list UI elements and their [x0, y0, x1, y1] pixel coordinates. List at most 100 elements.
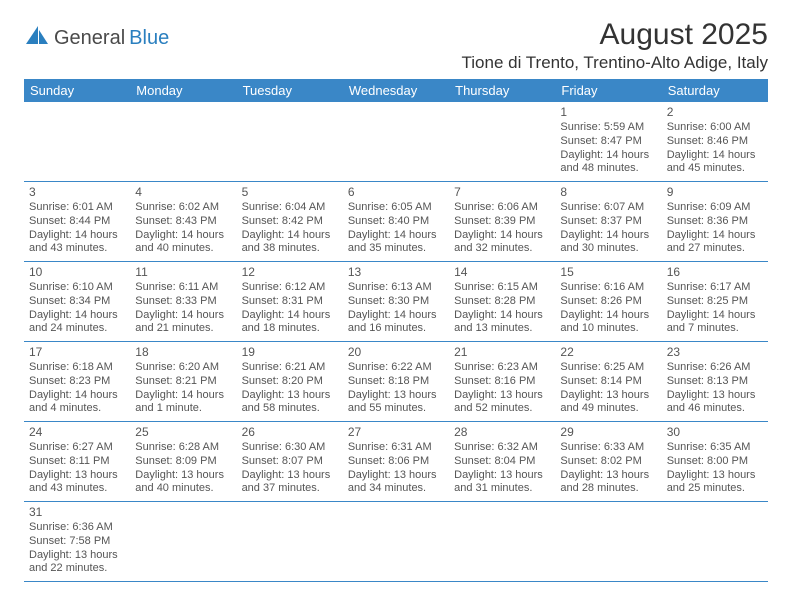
calendar-cell: 16Sunrise: 6:17 AMSunset: 8:25 PMDayligh… — [662, 262, 768, 342]
calendar-cell: 19Sunrise: 6:21 AMSunset: 8:20 PMDayligh… — [237, 342, 343, 422]
calendar-cell — [343, 102, 449, 182]
day-number: 10 — [29, 265, 125, 280]
day-number: 21 — [454, 345, 550, 360]
daylight-text: Daylight: 14 hours and 45 minutes. — [667, 149, 763, 177]
calendar-cell — [343, 502, 449, 582]
day-number: 6 — [348, 185, 444, 200]
calendar-cell — [237, 502, 343, 582]
day-header: Thursday — [449, 79, 555, 102]
sunset-text: Sunset: 8:18 PM — [348, 375, 444, 389]
sunset-text: Sunset: 8:21 PM — [135, 375, 231, 389]
sunrise-text: Sunrise: 6:10 AM — [29, 281, 125, 295]
daylight-text: Daylight: 13 hours and 49 minutes. — [560, 389, 656, 417]
sunset-text: Sunset: 8:11 PM — [29, 455, 125, 469]
sunrise-text: Sunrise: 6:12 AM — [242, 281, 338, 295]
daylight-text: Daylight: 13 hours and 52 minutes. — [454, 389, 550, 417]
day-number: 9 — [667, 185, 763, 200]
sunrise-text: Sunrise: 6:13 AM — [348, 281, 444, 295]
day-header: Friday — [555, 79, 661, 102]
sunrise-text: Sunrise: 6:18 AM — [29, 361, 125, 375]
daylight-text: Daylight: 13 hours and 43 minutes. — [29, 469, 125, 497]
sunrise-text: Sunrise: 6:05 AM — [348, 201, 444, 215]
day-number: 1 — [560, 105, 656, 120]
calendar-cell — [130, 502, 236, 582]
sunset-text: Sunset: 8:25 PM — [667, 295, 763, 309]
sunset-text: Sunset: 8:42 PM — [242, 215, 338, 229]
calendar-cell: 18Sunrise: 6:20 AMSunset: 8:21 PMDayligh… — [130, 342, 236, 422]
day-number: 27 — [348, 425, 444, 440]
sunset-text: Sunset: 8:33 PM — [135, 295, 231, 309]
calendar-head: SundayMondayTuesdayWednesdayThursdayFrid… — [24, 79, 768, 102]
calendar-cell: 29Sunrise: 6:33 AMSunset: 8:02 PMDayligh… — [555, 422, 661, 502]
daylight-text: Daylight: 14 hours and 24 minutes. — [29, 309, 125, 337]
day-number: 19 — [242, 345, 338, 360]
daylight-text: Daylight: 13 hours and 22 minutes. — [29, 549, 125, 577]
sunrise-text: Sunrise: 6:23 AM — [454, 361, 550, 375]
location: Tione di Trento, Trentino-Alto Adige, It… — [462, 53, 768, 73]
sunset-text: Sunset: 8:20 PM — [242, 375, 338, 389]
sunrise-text: Sunrise: 6:00 AM — [667, 121, 763, 135]
daylight-text: Daylight: 13 hours and 28 minutes. — [560, 469, 656, 497]
day-header: Tuesday — [237, 79, 343, 102]
logo-text-2: Blue — [129, 28, 169, 48]
sunrise-text: Sunrise: 6:22 AM — [348, 361, 444, 375]
daylight-text: Daylight: 13 hours and 37 minutes. — [242, 469, 338, 497]
daylight-text: Daylight: 14 hours and 27 minutes. — [667, 229, 763, 257]
calendar-cell: 15Sunrise: 6:16 AMSunset: 8:26 PMDayligh… — [555, 262, 661, 342]
day-number: 26 — [242, 425, 338, 440]
sunset-text: Sunset: 8:39 PM — [454, 215, 550, 229]
calendar-cell — [449, 502, 555, 582]
calendar-cell: 5Sunrise: 6:04 AMSunset: 8:42 PMDaylight… — [237, 182, 343, 262]
day-number: 24 — [29, 425, 125, 440]
sunset-text: Sunset: 8:47 PM — [560, 135, 656, 149]
sunset-text: Sunset: 8:04 PM — [454, 455, 550, 469]
daylight-text: Daylight: 14 hours and 21 minutes. — [135, 309, 231, 337]
sunrise-text: Sunrise: 6:27 AM — [29, 441, 125, 455]
calendar-cell — [555, 502, 661, 582]
calendar-row: 3Sunrise: 6:01 AMSunset: 8:44 PMDaylight… — [24, 182, 768, 262]
day-number: 18 — [135, 345, 231, 360]
calendar-cell: 22Sunrise: 6:25 AMSunset: 8:14 PMDayligh… — [555, 342, 661, 422]
sunset-text: Sunset: 8:43 PM — [135, 215, 231, 229]
calendar-cell: 24Sunrise: 6:27 AMSunset: 8:11 PMDayligh… — [24, 422, 130, 502]
sunset-text: Sunset: 8:37 PM — [560, 215, 656, 229]
sunset-text: Sunset: 7:58 PM — [29, 535, 125, 549]
sunset-text: Sunset: 8:09 PM — [135, 455, 231, 469]
title-block: August 2025 Tione di Trento, Trentino-Al… — [462, 18, 768, 73]
daylight-text: Daylight: 14 hours and 30 minutes. — [560, 229, 656, 257]
day-number: 16 — [667, 265, 763, 280]
daylight-text: Daylight: 13 hours and 58 minutes. — [242, 389, 338, 417]
day-number: 11 — [135, 265, 231, 280]
sunset-text: Sunset: 8:34 PM — [29, 295, 125, 309]
day-number: 4 — [135, 185, 231, 200]
sunset-text: Sunset: 8:28 PM — [454, 295, 550, 309]
daylight-text: Daylight: 14 hours and 10 minutes. — [560, 309, 656, 337]
daylight-text: Daylight: 14 hours and 7 minutes. — [667, 309, 763, 337]
sunset-text: Sunset: 8:13 PM — [667, 375, 763, 389]
day-number: 23 — [667, 345, 763, 360]
calendar-row: 17Sunrise: 6:18 AMSunset: 8:23 PMDayligh… — [24, 342, 768, 422]
day-number: 2 — [667, 105, 763, 120]
calendar-cell: 23Sunrise: 6:26 AMSunset: 8:13 PMDayligh… — [662, 342, 768, 422]
calendar-cell — [449, 102, 555, 182]
daylight-text: Daylight: 13 hours and 31 minutes. — [454, 469, 550, 497]
sunrise-text: Sunrise: 6:11 AM — [135, 281, 231, 295]
daylight-text: Daylight: 14 hours and 4 minutes. — [29, 389, 125, 417]
calendar-cell: 2Sunrise: 6:00 AMSunset: 8:46 PMDaylight… — [662, 102, 768, 182]
sunrise-text: Sunrise: 6:25 AM — [560, 361, 656, 375]
sunset-text: Sunset: 8:23 PM — [29, 375, 125, 389]
calendar-body: 1Sunrise: 5:59 AMSunset: 8:47 PMDaylight… — [24, 102, 768, 582]
sunrise-text: Sunrise: 6:30 AM — [242, 441, 338, 455]
calendar-cell: 31Sunrise: 6:36 AMSunset: 7:58 PMDayligh… — [24, 502, 130, 582]
daylight-text: Daylight: 13 hours and 46 minutes. — [667, 389, 763, 417]
day-number: 17 — [29, 345, 125, 360]
calendar-cell — [662, 502, 768, 582]
sunset-text: Sunset: 8:00 PM — [667, 455, 763, 469]
day-header: Saturday — [662, 79, 768, 102]
calendar-cell: 17Sunrise: 6:18 AMSunset: 8:23 PMDayligh… — [24, 342, 130, 422]
daylight-text: Daylight: 14 hours and 35 minutes. — [348, 229, 444, 257]
calendar-cell: 27Sunrise: 6:31 AMSunset: 8:06 PMDayligh… — [343, 422, 449, 502]
day-number: 28 — [454, 425, 550, 440]
calendar-cell — [24, 102, 130, 182]
sunset-text: Sunset: 8:31 PM — [242, 295, 338, 309]
